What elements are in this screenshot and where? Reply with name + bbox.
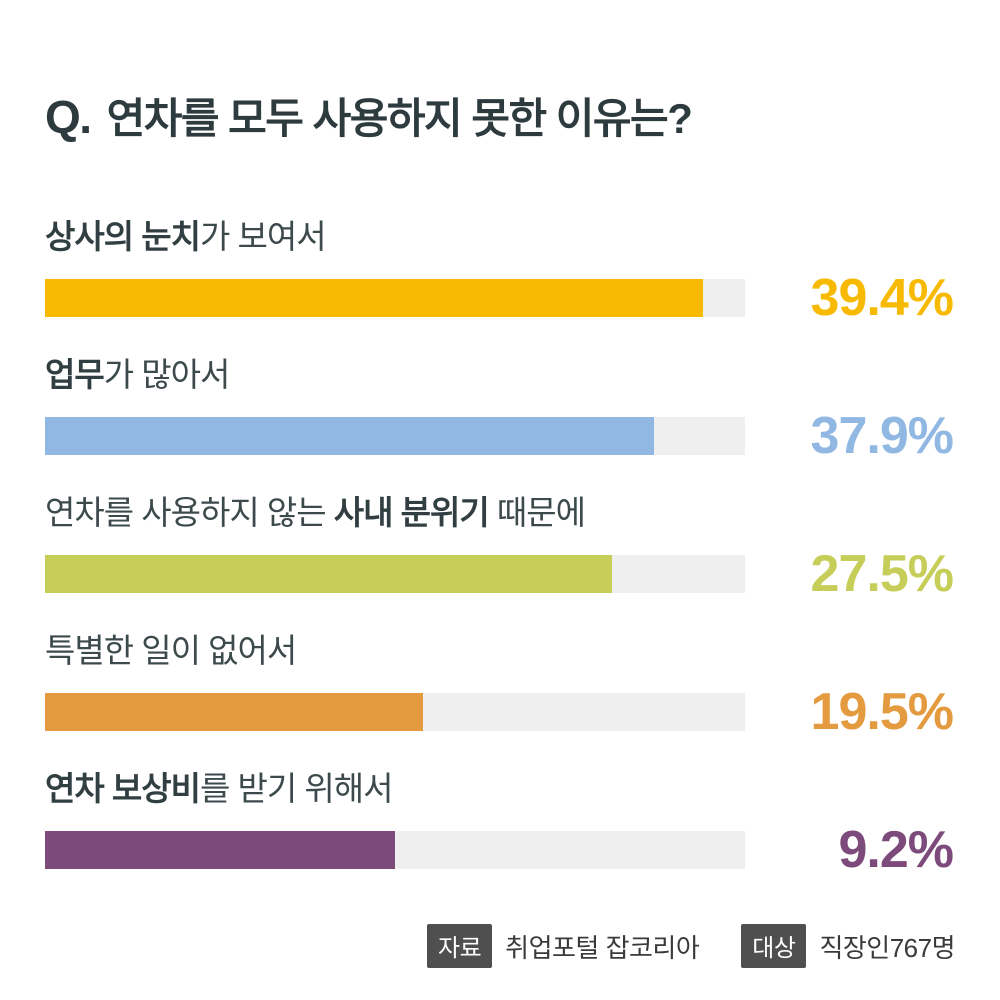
bar-label-text: 가 많아서: [103, 356, 231, 394]
bar-fill: [45, 279, 703, 318]
source-badge: 자료: [427, 924, 493, 968]
bar-fill: [45, 831, 395, 870]
title-q-prefix: Q.: [45, 91, 92, 143]
bar-label: 연차를 사용하지 않는 사내 분위기 때문에: [45, 493, 955, 533]
bar-line: 9.2%: [45, 821, 955, 880]
bar-line: 39.4%: [45, 269, 955, 328]
bar-value: 39.4%: [810, 269, 954, 328]
bar-value: 19.5%: [810, 683, 954, 742]
bar-label-emphasis: 연차 보상비: [45, 770, 201, 808]
bar-label: 연차 보상비를 받기 위해서: [45, 769, 955, 809]
page-title: Q. 연차를 모두 사용하지 못한 이유는?: [45, 90, 955, 145]
bar-row: 상사의 눈치가 보여서 39.4%: [45, 217, 955, 328]
bar-row: 연차를 사용하지 않는 사내 분위기 때문에 27.5%: [45, 493, 955, 604]
bar-label-text: 를 받기 위해서: [199, 770, 393, 808]
bar-label-emphasis: 사내 분위기: [333, 494, 490, 532]
bar-label: 특별한 일이 없어서: [45, 631, 955, 671]
bar-line: 19.5%: [45, 683, 955, 742]
target-text: 직장인767명: [819, 932, 955, 963]
bar-fill: [45, 417, 654, 456]
footer: 자료 취업포털 잡코리아 대상 직장인767명: [427, 924, 955, 968]
bar-label-text: 특별한 일이 없어서: [45, 632, 297, 670]
bar-label-text: 때문에: [488, 494, 586, 532]
bar-track: [45, 831, 745, 870]
bar-label: 업무가 많아서: [45, 355, 955, 395]
bar-label-emphasis: 상사의 눈치: [45, 218, 201, 256]
bar-label: 상사의 눈치가 보여서: [45, 217, 955, 257]
bar-label-text: 연차를 사용하지 않는: [45, 494, 334, 532]
title-text: 연차를 모두 사용하지 못한 이유는?: [106, 95, 693, 142]
bar-chart: 상사의 눈치가 보여서 39.4% 업무가 많아서 37.9% 연차를 사용하지 않는 …: [45, 217, 955, 880]
bar-line: 27.5%: [45, 545, 955, 604]
bar-row: 업무가 많아서 37.9%: [45, 355, 955, 466]
bar-value: 37.9%: [810, 407, 954, 466]
bar-label-text: 가 보여서: [199, 218, 327, 256]
bar-row: 특별한 일이 없어서 19.5%: [45, 631, 955, 742]
bar-label-emphasis: 업무: [45, 356, 105, 394]
target-badge: 대상: [741, 924, 807, 968]
bar-value: 27.5%: [810, 545, 954, 604]
bar-fill: [45, 555, 612, 594]
bar-row: 연차 보상비를 받기 위해서 9.2%: [45, 769, 955, 880]
bar-track: [45, 417, 745, 456]
source-text: 취업포털 잡코리아: [505, 932, 700, 963]
bar-line: 37.9%: [45, 407, 955, 466]
bar-fill: [45, 693, 423, 732]
bar-track: [45, 693, 745, 732]
bar-value: 9.2%: [838, 821, 954, 880]
bar-track: [45, 555, 745, 594]
bar-track: [45, 279, 745, 318]
